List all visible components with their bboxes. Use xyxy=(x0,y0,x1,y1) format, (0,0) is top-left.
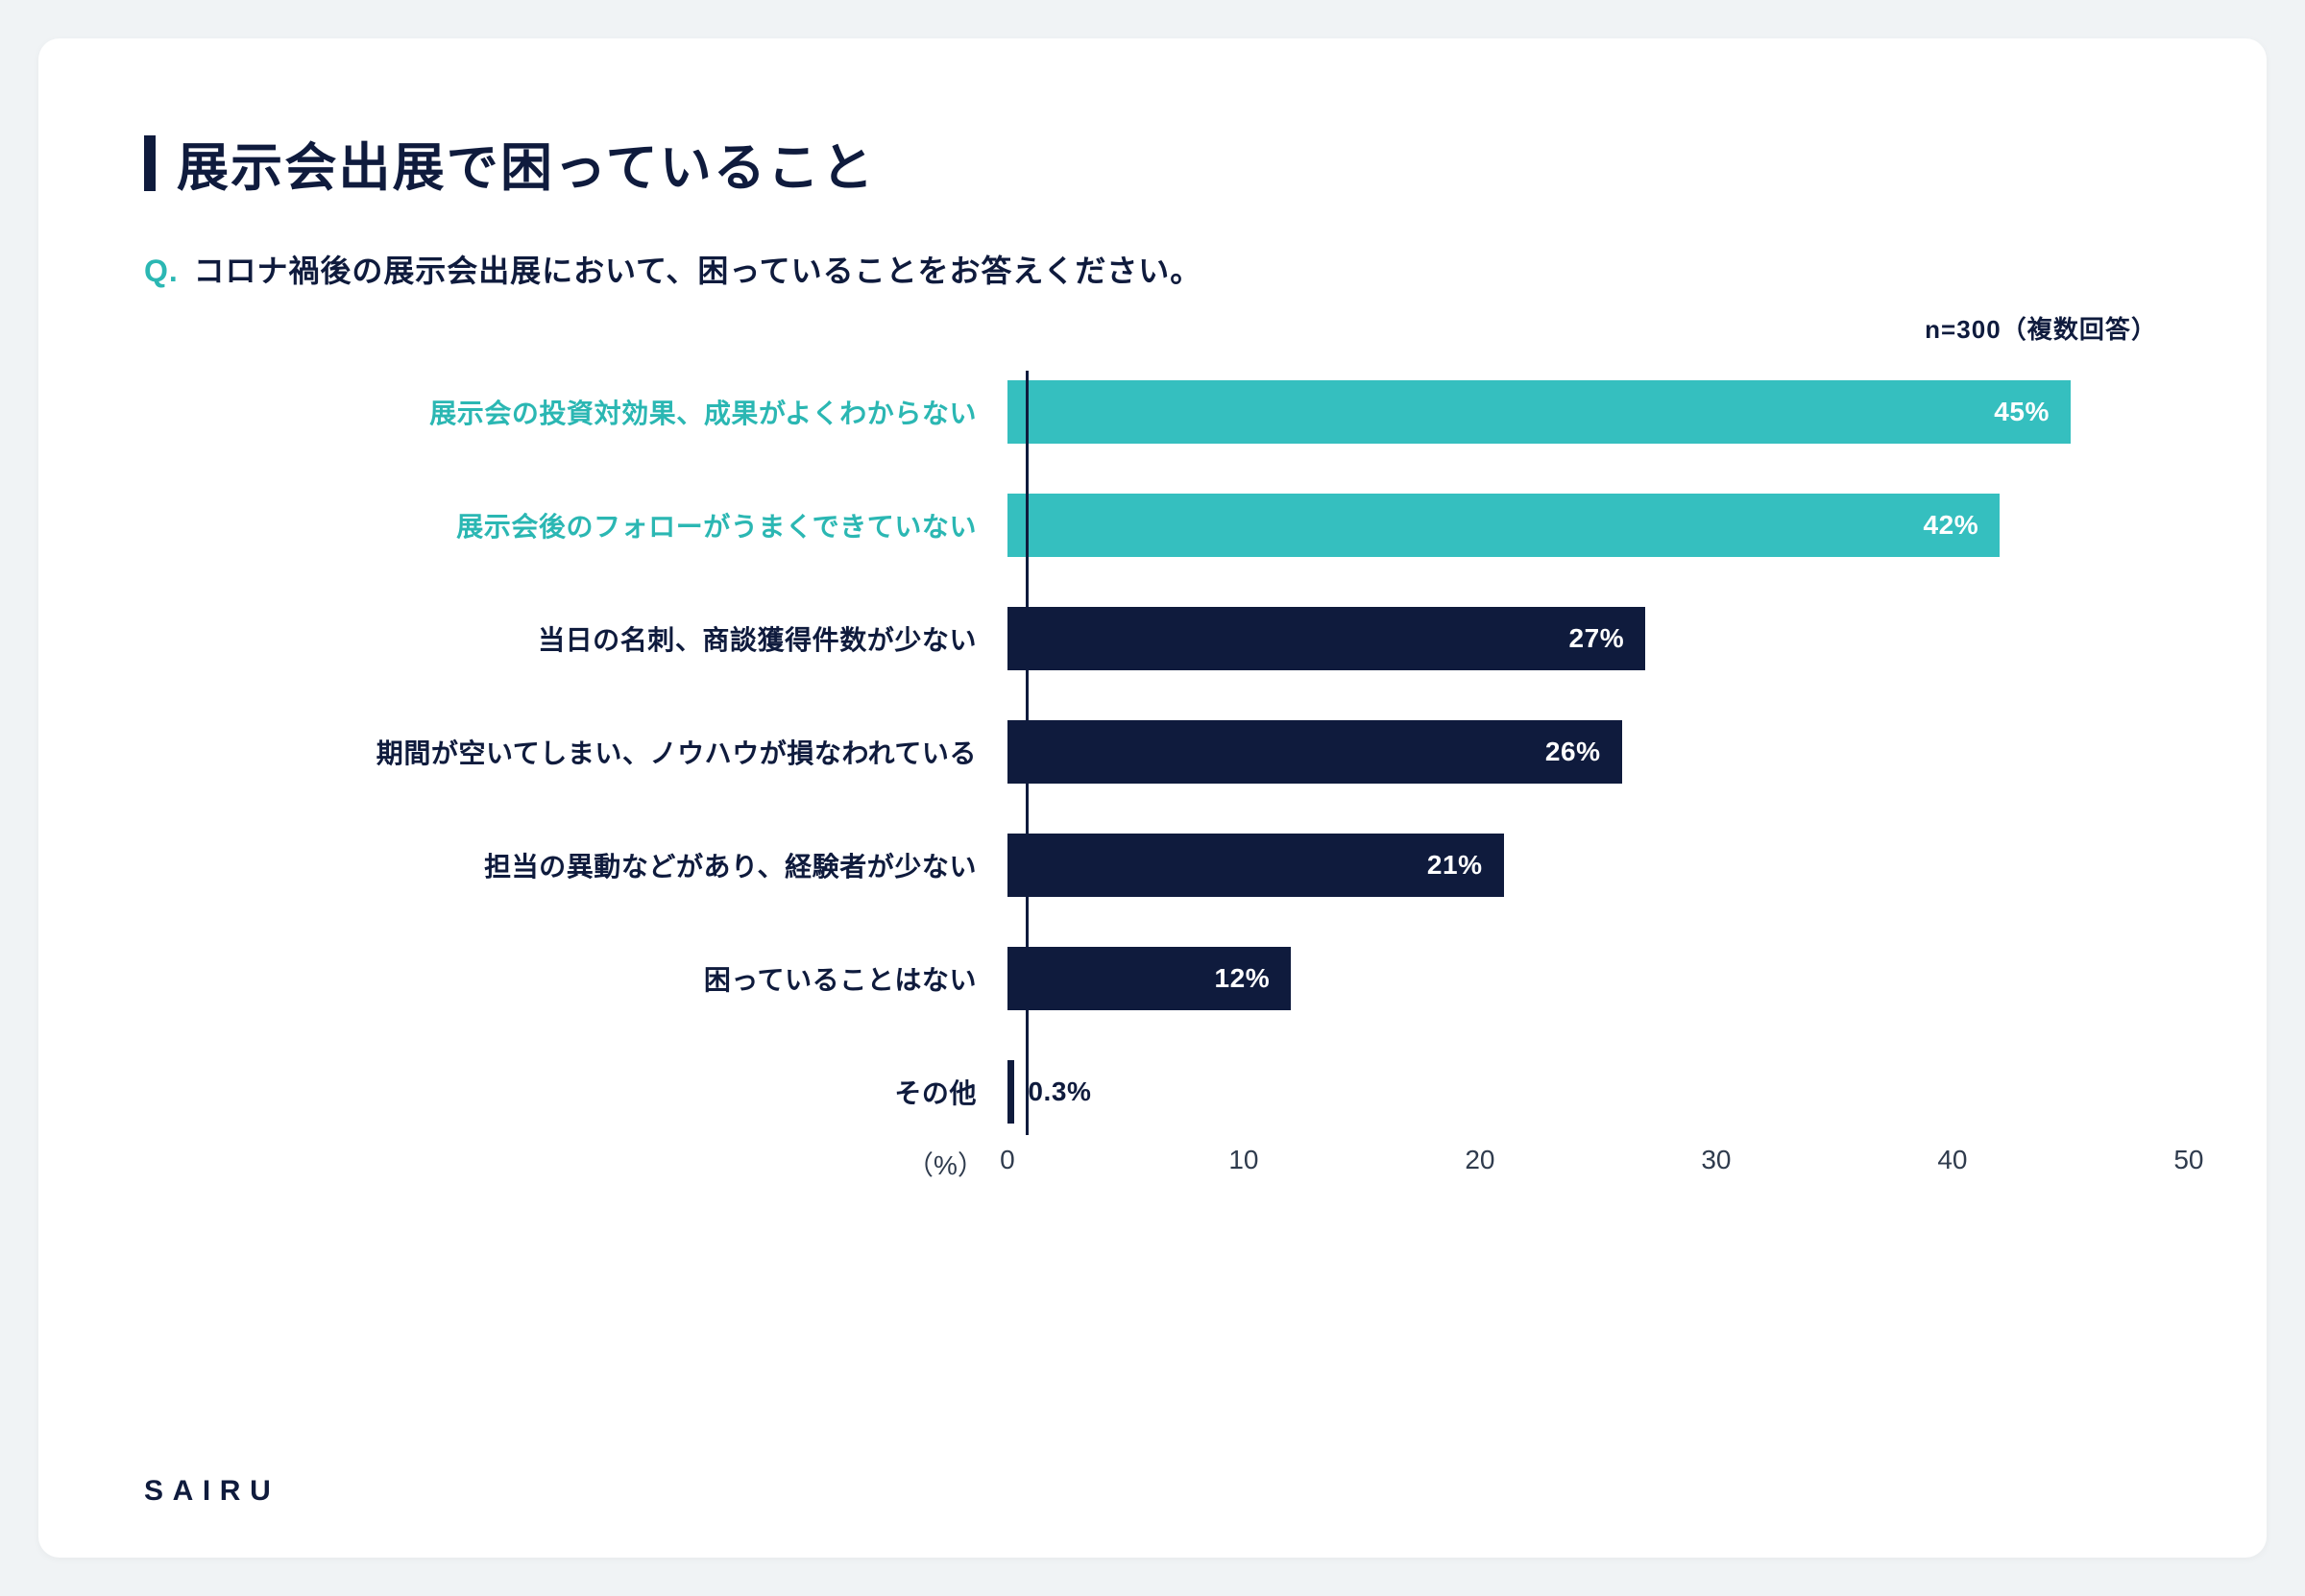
x-axis-ticks: 01020304050 xyxy=(1007,1145,2161,1183)
bar-category-label: 当日の名刺、商談獲得件数が少ない xyxy=(144,619,1007,658)
bar-row: その他 0.3% xyxy=(144,1060,2161,1124)
bar-row: 担当の異動などがあり、経験者が少ない 21% xyxy=(144,834,2161,897)
bar-value-label: 21% xyxy=(1427,850,1483,881)
x-axis-tick: 0 xyxy=(1000,1145,1015,1175)
x-axis-tick: 20 xyxy=(1465,1145,1494,1175)
bar-value-label: 26% xyxy=(1545,737,1601,767)
title-accent-bar xyxy=(144,135,156,191)
survey-question: Q. コロナ禍後の展示会出展において、困っていることをお答えください。 xyxy=(144,247,2161,291)
bar-value-label: 0.3% xyxy=(1028,1060,1091,1124)
bar-value-label: 45% xyxy=(1994,397,2050,427)
bar-cell: 12% xyxy=(1007,947,2161,1010)
question-text: コロナ禍後の展示会出展において、困っていることをお答えください。 xyxy=(194,254,1202,288)
bar-cell: 0.3% xyxy=(1007,1060,2161,1124)
x-axis-tick: 30 xyxy=(1701,1145,1731,1175)
bar: 45% xyxy=(1007,380,2071,444)
bar-cell: 26% xyxy=(1007,720,2161,784)
bar-row: 当日の名刺、商談獲得件数が少ない 27% xyxy=(144,607,2161,670)
bar-category-label: その他 xyxy=(144,1073,1007,1111)
bar: 12% xyxy=(1007,947,1291,1010)
bar: 42% xyxy=(1007,494,2000,557)
x-axis: （%）01020304050 xyxy=(144,1145,2161,1183)
bar-category-label: 期間が空いてしまい、ノウハウが損なわれている xyxy=(144,733,1007,771)
title-row: 展示会出展で困っていること xyxy=(144,125,2161,201)
chart-card: 展示会出展で困っていること Q. コロナ禍後の展示会出展において、困っていること… xyxy=(38,38,2267,1558)
bar: 21% xyxy=(1007,834,1504,897)
page-title: 展示会出展で困っていること xyxy=(177,125,875,201)
bar-cell: 27% xyxy=(1007,607,2161,670)
bar-cell: 45% xyxy=(1007,380,2161,444)
bar-cell: 21% xyxy=(1007,834,2161,897)
page-background: 展示会出展で困っていること Q. コロナ禍後の展示会出展において、困っていること… xyxy=(0,0,2305,1596)
x-axis-tick: 50 xyxy=(2173,1145,2203,1175)
bar-value-label: 27% xyxy=(1568,623,1624,654)
bar-row: 期間が空いてしまい、ノウハウが損なわれている 26% xyxy=(144,720,2161,784)
bar: 26% xyxy=(1007,720,1622,784)
bar: 27% xyxy=(1007,607,1645,670)
bar-row: 展示会後のフォローがうまくできていない 42% xyxy=(144,494,2161,557)
bar-row: 困っていることはない 12% xyxy=(144,947,2161,1010)
bar-value-label: 42% xyxy=(1923,510,1978,541)
brand-logo: SAIRU xyxy=(144,1475,279,1508)
sample-size-note: n=300（複数回答） xyxy=(144,310,2161,346)
bar-row: 展示会の投資対効果、成果がよくわからない 45% xyxy=(144,380,2161,444)
bar-chart: 展示会の投資対効果、成果がよくわからない 45% 展示会後のフォローがうまくできてい… xyxy=(144,380,2161,1183)
bar-category-label: 展示会の投資対効果、成果がよくわからない xyxy=(144,393,1007,431)
question-prefix: Q. xyxy=(144,254,179,288)
x-axis-tick: 10 xyxy=(1228,1145,1258,1175)
bar-category-label: 展示会後のフォローがうまくできていない xyxy=(144,506,1007,544)
bar-value-label: 12% xyxy=(1214,963,1270,994)
y-axis-line xyxy=(1026,371,1029,1135)
bar-cell: 42% xyxy=(1007,494,2161,557)
x-axis-unit-label: （%） xyxy=(144,1145,1007,1183)
bar-category-label: 担当の異動などがあり、経験者が少ない xyxy=(144,846,1007,884)
x-axis-tick: 40 xyxy=(1937,1145,1967,1175)
bar xyxy=(1007,1060,1014,1124)
bar-category-label: 困っていることはない xyxy=(144,959,1007,998)
